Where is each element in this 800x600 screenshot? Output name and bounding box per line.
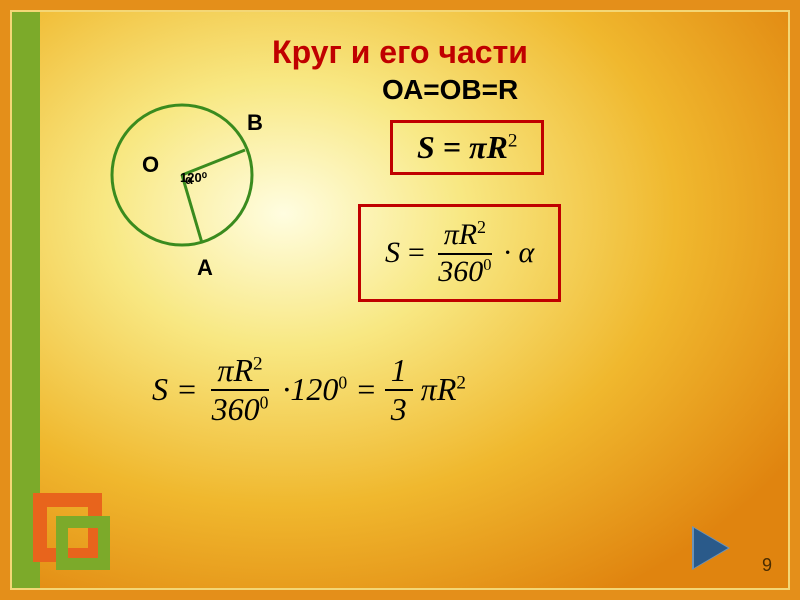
f3-eq2: = bbox=[355, 371, 377, 408]
area-circle-formula: S = πR2 bbox=[390, 120, 544, 175]
page-number: 9 bbox=[762, 555, 772, 576]
circle-diagram: О В А 120⁰ α bbox=[97, 90, 267, 260]
f2-num-sup: 2 bbox=[477, 217, 486, 237]
f2-lhs: S bbox=[385, 236, 400, 270]
f3-d1-sup: 0 bbox=[260, 392, 269, 412]
slide-title: Круг и его части bbox=[272, 34, 528, 71]
label-O: О bbox=[142, 152, 159, 178]
slide-canvas: Круг и его части О В А 120⁰ α ОА=ОВ=R S … bbox=[10, 10, 790, 590]
sector-area-formula: S = πR2 3600 · α bbox=[358, 204, 561, 302]
f3-d1-base: 360 bbox=[212, 391, 260, 427]
f2-tail: · α bbox=[504, 236, 535, 270]
f3-frac1: πR2 3600 bbox=[206, 352, 275, 428]
f1-base: S = πR bbox=[417, 129, 508, 165]
f3-tail-base: πR bbox=[421, 371, 457, 407]
f3-lhs: S bbox=[152, 371, 168, 408]
f3-tail-sup: 2 bbox=[456, 373, 466, 394]
outer-frame: Круг и его части О В А 120⁰ α ОА=ОВ=R S … bbox=[0, 0, 800, 600]
f1-sup: 2 bbox=[508, 130, 518, 151]
label-B: В bbox=[247, 110, 263, 136]
f3-mid-sup: 0 bbox=[338, 373, 347, 393]
f3-d2: 3 bbox=[385, 391, 413, 428]
f2-num-base: πR bbox=[444, 218, 477, 251]
label-A: А bbox=[197, 255, 213, 281]
f3-mid-base: ·120 bbox=[282, 371, 338, 407]
f3-frac2: 1 3 bbox=[385, 352, 413, 428]
f3-n1-base: πR bbox=[217, 352, 253, 388]
f2-fraction: πR2 3600 bbox=[432, 217, 497, 289]
f3-n1-sup: 2 bbox=[253, 353, 263, 374]
f2-den-base: 360 bbox=[438, 255, 483, 288]
corner-deco-icon bbox=[30, 490, 110, 570]
f3-n2: 1 bbox=[385, 352, 413, 391]
label-alpha: α bbox=[185, 172, 193, 187]
radius-equality: ОА=ОВ=R bbox=[382, 74, 518, 106]
f2-den-sup: 0 bbox=[483, 255, 491, 274]
nav-next-button[interactable] bbox=[694, 528, 728, 568]
sector-area-120: S = πR2 3600 ·1200 = 1 3 πR2 bbox=[152, 352, 466, 428]
